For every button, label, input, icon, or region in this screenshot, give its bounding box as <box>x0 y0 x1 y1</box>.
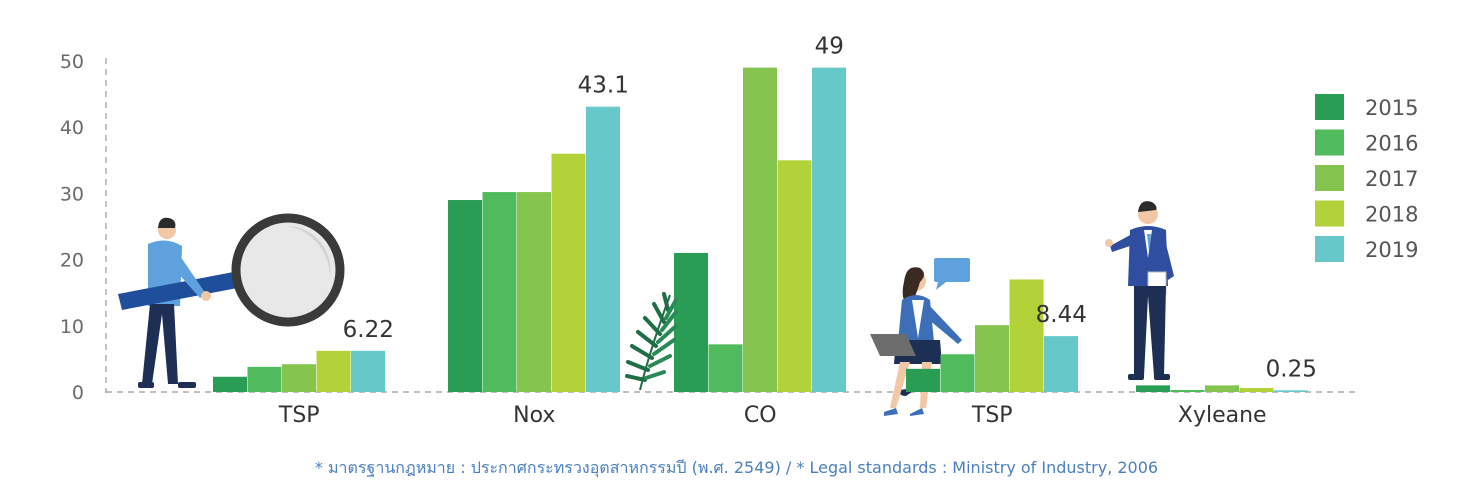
legend-label: 2018 <box>1365 203 1418 227</box>
legend-swatch <box>1315 94 1344 120</box>
footnote: * มาตรฐานกฎหมาย : ประกาศกระทรวงอุตสาหกรร… <box>314 458 1159 477</box>
category-label: Xyleane <box>1178 403 1267 428</box>
bar-co-2017 <box>743 67 777 393</box>
y-tick-label: 20 <box>60 250 84 272</box>
bar-tsp-2018 <box>316 350 351 392</box>
legend-label: 2016 <box>1365 132 1418 156</box>
y-tick-label: 0 <box>72 382 84 404</box>
legend-swatch <box>1315 200 1344 227</box>
bar-xyleane-2019 <box>1274 390 1308 392</box>
bar-nox-2018 <box>551 153 586 392</box>
bar-nox-2017 <box>517 192 551 392</box>
y-tick-labels: 0 10 20 30 40 50 <box>60 51 84 404</box>
bar-xyleane-2016 <box>1170 390 1205 392</box>
bar-co-2015 <box>674 252 708 392</box>
bar-xyleane-2015 <box>1136 385 1170 392</box>
bar-tsp-2016 <box>247 366 282 392</box>
bar-co-2018 <box>777 160 812 392</box>
businessman-illustration <box>1105 201 1174 380</box>
bar-tsp-2017 <box>975 325 1009 392</box>
category-label: TSP <box>971 403 1013 428</box>
speech-bubble-icon <box>934 258 970 290</box>
data-labels: 6.22 43.1 49 8.44 0.25 <box>343 34 1317 383</box>
data-label: 43.1 <box>578 73 629 99</box>
y-tick-label: 40 <box>60 117 84 139</box>
emissions-bar-chart: 0 10 20 30 40 50 <box>60 34 1419 428</box>
data-label: 0.25 <box>1266 356 1317 382</box>
bar-tsp-2018 <box>1009 279 1044 392</box>
fern-leaf-illustration <box>625 292 678 391</box>
bar-nox-2019 <box>586 106 620 392</box>
bar-tsp-2016 <box>940 354 975 392</box>
category-label: Nox <box>513 403 555 428</box>
bar-xyleane-2018 <box>1239 388 1274 392</box>
data-label: 49 <box>815 34 844 60</box>
bar-nox-2015 <box>448 200 482 392</box>
legend: 2015 2016 2017 2018 2019 <box>1315 94 1418 262</box>
man-with-magnifier-illustration <box>118 213 345 388</box>
bar-xyleane-2017 <box>1205 385 1239 392</box>
bar-nox-2016 <box>482 192 517 392</box>
bar-tsp-2015 <box>906 368 940 392</box>
legend-label: 2015 <box>1365 96 1418 120</box>
y-tick-label: 30 <box>60 183 84 205</box>
bar-co-2016 <box>708 344 743 392</box>
y-tick-label: 10 <box>60 316 84 338</box>
bars-back <box>213 67 1308 393</box>
legend-swatch <box>1315 165 1344 191</box>
category-label: CO <box>744 403 777 428</box>
bar-tsp-2019 <box>1044 336 1078 392</box>
bar-tsp-2019 <box>351 350 385 392</box>
legend-swatch <box>1315 236 1344 262</box>
category-labels: TSP Nox CO TSP Xyleane <box>278 403 1267 428</box>
bar-tsp-2015 <box>213 376 247 392</box>
bars-front <box>906 279 1078 392</box>
bar-co-2019 <box>812 67 846 393</box>
legend-swatch <box>1315 129 1344 156</box>
category-label: TSP <box>278 403 320 428</box>
data-label: 8.44 <box>1036 302 1087 328</box>
legend-label: 2017 <box>1365 167 1418 191</box>
woman-with-laptop-illustration <box>870 258 970 416</box>
data-label: 6.22 <box>343 317 394 343</box>
legend-label: 2019 <box>1365 238 1418 262</box>
y-tick-label: 50 <box>60 51 84 73</box>
bar-tsp-2017 <box>282 364 316 392</box>
